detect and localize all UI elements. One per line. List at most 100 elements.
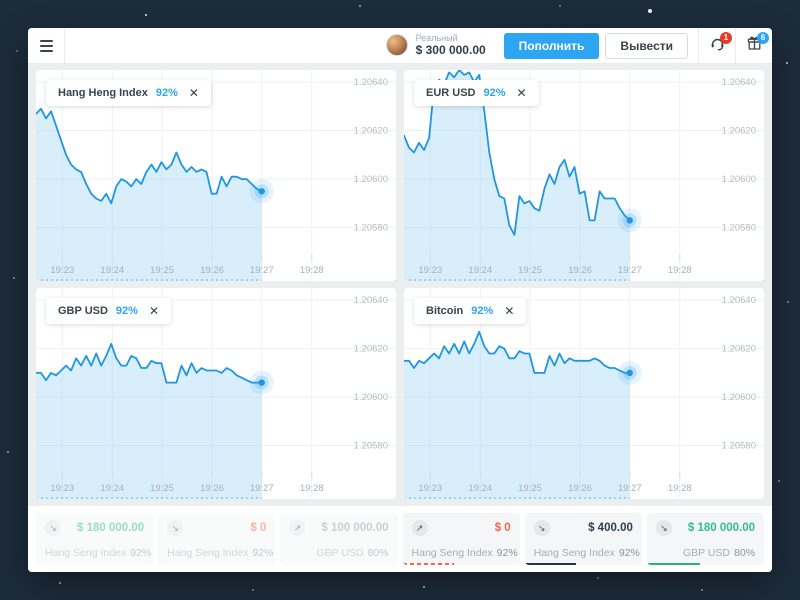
trade-card[interactable]: ↘ $ 400.00 Hang Seng Index 92% [524, 513, 642, 565]
price-line [404, 330, 631, 374]
trade-asset-label: Hang Seng Index 92% [411, 547, 518, 559]
payout-percent: 92% [115, 305, 138, 317]
trading-app-window: Реальный $ 300 000.00 Пополнить Вывести … [28, 28, 772, 572]
trade-timer-progress [524, 563, 577, 565]
close-chart-icon[interactable]: ✕ [148, 304, 160, 318]
x-tick-label: 19:26 [568, 483, 592, 494]
gift-icon [746, 35, 763, 57]
close-chart-icon[interactable]: ✕ [188, 86, 199, 100]
trade-card[interactable]: ↘ $ 180 000.00 Hang Seng Index 92% [36, 513, 154, 565]
header: Реальный $ 300 000.00 Пополнить Вывести … [28, 28, 772, 64]
current-price-dot [258, 379, 265, 386]
trade-timer-progress [646, 563, 700, 565]
trade-asset-label: Hang Seng Index 92% [167, 547, 274, 559]
x-tick-label: 19:26 [200, 483, 224, 494]
asset-name: Hang Heng Index [58, 87, 148, 99]
trade-down-icon: ↘ [45, 520, 61, 536]
chart-canvas[interactable]: 19:23 19:24 19:25 19:26 19:27 19:28 1.20640 1.2… [36, 288, 396, 499]
chart-canvas[interactable]: 19:23 19:24 19:25 19:26 19:27 19:28 1.20640 1.2… [404, 288, 764, 499]
trade-card[interactable]: ↗ $ 100 000.00 GBP USD 80% [280, 513, 398, 565]
price-line [36, 107, 263, 205]
trade-amount: $ 400.00 [588, 522, 633, 534]
x-tick-label: 19:23 [50, 483, 74, 494]
x-tick-label: 19:23 [418, 265, 442, 276]
y-tick-label: 1.20580 [354, 441, 388, 452]
asset-name: Bitcoin [426, 305, 464, 317]
y-tick-label: 1.20640 [722, 295, 756, 306]
current-price-dot [258, 188, 265, 195]
asset-name: GBP USD [58, 305, 108, 317]
asset-pill[interactable]: Hang Heng Index 92% ✕ [46, 80, 211, 106]
y-tick-label: 1.20620 [354, 344, 388, 355]
x-tick-label: 19:26 [200, 265, 224, 276]
support-button[interactable]: 1 [698, 28, 735, 64]
menu-button[interactable] [28, 28, 65, 64]
asset-pill[interactable]: Bitcoin 92% ✕ [414, 298, 527, 324]
withdraw-button[interactable]: Вывести [605, 32, 688, 59]
y-tick-label: 1.20580 [354, 223, 388, 234]
x-tick-label: 19:27 [250, 483, 274, 494]
area-fill [36, 343, 262, 499]
chart-card-eur-usd: 19:23 19:24 19:25 19:26 19:27 19:28 1.20640 1.2… [404, 70, 764, 281]
avatar[interactable] [385, 34, 408, 57]
close-chart-icon[interactable]: ✕ [516, 86, 527, 100]
x-tick-label: 19:24 [100, 483, 124, 494]
x-tick-label: 19:28 [300, 483, 324, 494]
gifts-badge: 6 [757, 31, 769, 44]
close-chart-icon[interactable]: ✕ [504, 304, 515, 318]
chart-card-gbp-usd: 19:23 19:24 19:25 19:26 19:27 19:28 1.20640 1.2… [36, 288, 396, 499]
y-tick-label: 1.20600 [722, 174, 756, 185]
trade-amount: $ 0 [494, 522, 511, 534]
x-tick-label: 19:25 [150, 265, 174, 276]
starfield [0, 0, 2, 2]
support-badge: 1 [720, 31, 732, 44]
chart-card-bitcoin: 19:23 19:24 19:25 19:26 19:27 19:28 1.20640 1.2… [404, 288, 764, 499]
y-tick-label: 1.20620 [722, 344, 756, 355]
trade-up-icon: ↗ [411, 520, 428, 536]
y-tick-label: 1.20600 [722, 392, 756, 403]
y-tick-label: 1.20620 [354, 126, 388, 137]
chart-canvas[interactable]: 19:23 19:24 19:25 19:26 19:27 19:28 1.20640 1.2… [36, 70, 396, 281]
trades-bar: ↘ $ 180 000.00 Hang Seng Index 92% ↘ $ 0 Hang … [28, 506, 772, 572]
trade-amount: $ 100 000.00 [321, 522, 389, 534]
x-tick-label: 19:26 [568, 265, 592, 276]
gifts-button[interactable]: 6 [735, 28, 772, 64]
chart-grid: 19:23 19:24 19:25 19:26 19:27 19:28 1.20640 1.2… [28, 64, 772, 506]
asset-pill[interactable]: GBP USD 92% ✕ [46, 298, 172, 324]
trade-down-icon: ↘ [167, 520, 184, 536]
y-tick-label: 1.20580 [722, 223, 756, 234]
trade-card[interactable]: ↘ $ 0 Hang Seng Index 92% [158, 513, 276, 565]
x-tick-label: 19:24 [100, 265, 124, 276]
x-tick-label: 19:24 [468, 265, 492, 276]
chart-card-hang-heng-index: 19:23 19:24 19:25 19:26 19:27 19:28 1.20640 1.2… [36, 70, 396, 281]
current-price-dot [626, 369, 633, 377]
trade-asset-label: Hang Seng Index 92% [533, 547, 640, 559]
trade-card[interactable]: ↗ $ 0 Hang Seng Index 92% [402, 513, 520, 565]
x-tick-label: 19:28 [300, 265, 324, 276]
y-tick-label: 1.20600 [354, 392, 388, 403]
deposit-button[interactable]: Пополнить [503, 32, 600, 59]
x-tick-label: 19:27 [618, 483, 642, 494]
trade-asset-label: GBP USD 80% [316, 547, 389, 559]
trade-amount: $ 180 000.00 [687, 522, 756, 534]
x-tick-label: 19:28 [668, 483, 692, 494]
trade-amount: $ 180 000.00 [77, 522, 145, 534]
x-tick-label: 19:25 [518, 483, 542, 494]
trade-card[interactable]: ↘ $ 180 000.00 GBP USD 80% [646, 513, 765, 565]
y-tick-label: 1.20640 [722, 77, 756, 88]
x-tick-label: 19:23 [418, 483, 442, 494]
payout-percent: 92% [471, 305, 494, 317]
x-tick-label: 19:25 [518, 265, 542, 276]
current-price-dot [626, 217, 633, 224]
x-tick-label: 19:25 [150, 483, 174, 494]
x-tick-label: 19:27 [618, 265, 642, 276]
account-info[interactable]: Реальный $ 300 000.00 [385, 33, 486, 57]
area-fill [404, 331, 630, 499]
x-tick-label: 19:27 [250, 265, 274, 276]
y-tick-label: 1.20620 [722, 126, 756, 137]
trade-down-icon: ↘ [533, 520, 550, 536]
y-tick-label: 1.20580 [722, 441, 756, 452]
x-tick-label: 19:28 [668, 265, 692, 276]
asset-pill[interactable]: EUR USD 92% ✕ [414, 80, 539, 106]
x-tick-label: 19:23 [50, 265, 74, 276]
